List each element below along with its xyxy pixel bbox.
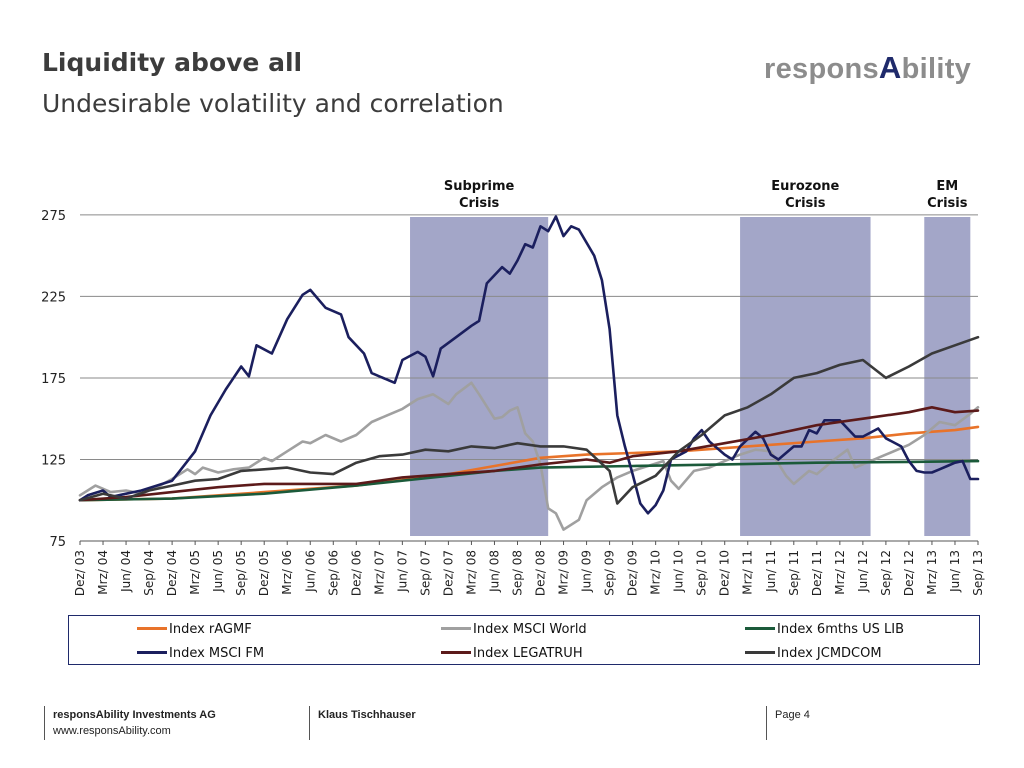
legend-swatch bbox=[137, 651, 167, 654]
footer-url[interactable]: www.responsAbility.com bbox=[53, 725, 171, 737]
footer-divider-middle bbox=[309, 706, 310, 740]
legend-label: Index rAGMF bbox=[169, 622, 252, 637]
x-tick-label: Sep/ 13 bbox=[971, 550, 985, 596]
x-tick-label: Sep/ 07 bbox=[418, 550, 432, 596]
series-line-index-6mths-us-lib bbox=[78, 459, 980, 502]
crisis-label-1-line2: Crisis bbox=[459, 196, 500, 211]
x-tick-label: Dez/ 11 bbox=[810, 550, 824, 596]
footer-divider-left bbox=[44, 706, 45, 740]
y-tick-label-75: 75 bbox=[49, 535, 66, 550]
legend-label: Index MSCI FM bbox=[169, 646, 265, 661]
crisis-label-1-line1: Subprime bbox=[444, 179, 515, 194]
x-tick-label: Mrz/ 09 bbox=[557, 550, 571, 595]
slide-title: Liquidity above all bbox=[42, 48, 303, 77]
x-tick-label: Dez/ 06 bbox=[349, 550, 363, 596]
y-tick-label-275: 275 bbox=[41, 209, 66, 224]
x-tick-label: Jun/ 10 bbox=[672, 550, 686, 593]
x-tick-label: Mrz/ 13 bbox=[925, 550, 939, 595]
x-tick-label: Jun/ 11 bbox=[764, 550, 778, 593]
legend-item: Index 6mths US LIB bbox=[745, 622, 904, 638]
x-tick-label: Dez/ 03 bbox=[73, 550, 87, 596]
x-tick-label: Dez/ 08 bbox=[534, 550, 548, 596]
legend-label: Index JCMDCOM bbox=[777, 646, 882, 661]
x-tick-label: Mrz/ 06 bbox=[280, 550, 294, 595]
logo-prefix: respons bbox=[764, 53, 879, 85]
x-tick-label: Dez/ 09 bbox=[626, 550, 640, 596]
crisis-label-2-line2: Crisis bbox=[785, 196, 826, 211]
x-tick-label: Jun/ 12 bbox=[856, 550, 870, 593]
x-tick-label: Mrz/ 04 bbox=[96, 550, 110, 595]
x-tick-label: Jun/ 09 bbox=[580, 550, 594, 593]
series-line-index-jcmdcom bbox=[78, 335, 980, 505]
legend-swatch bbox=[441, 651, 471, 654]
y-tick-label-175: 175 bbox=[41, 372, 66, 387]
line-chart: Subprime Crisis Eurozone Crisis EM Crisis 75 12… bbox=[41, 179, 985, 596]
x-tick-label: Sep/ 09 bbox=[603, 550, 617, 596]
legend-swatch bbox=[745, 651, 775, 654]
legend-label: Index LEGATRUH bbox=[473, 646, 583, 661]
series-line-index-msci-fm bbox=[78, 215, 980, 515]
crisis-label-3-line1: EM bbox=[936, 179, 958, 194]
x-tick-label: Jun/ 04 bbox=[119, 550, 133, 593]
footer-divider-right bbox=[766, 706, 767, 740]
slide-subtitle: Undesirable volatility and correlation bbox=[42, 89, 504, 118]
x-tick-label: Dez/ 12 bbox=[902, 550, 916, 596]
x-tick-label: Dez/ 04 bbox=[165, 550, 179, 596]
legend-item: Index JCMDCOM bbox=[745, 646, 882, 662]
legend-item: Index MSCI FM bbox=[137, 646, 264, 662]
x-tick-label: Jun/ 05 bbox=[211, 550, 225, 593]
x-tick-label: Sep/ 04 bbox=[142, 550, 156, 596]
x-tick-label: Jun/ 07 bbox=[395, 550, 409, 593]
legend-swatch bbox=[137, 627, 167, 630]
series-line-index-msci-world bbox=[78, 381, 980, 531]
legend-label: Index MSCI World bbox=[473, 622, 587, 637]
x-tick-label: Mrz/ 05 bbox=[188, 550, 202, 595]
legend-item: Index MSCI World bbox=[441, 622, 587, 638]
footer-page-number: Page 4 bbox=[775, 709, 810, 721]
crisis-band-1 bbox=[410, 217, 549, 536]
x-tick-label: Dez/ 05 bbox=[257, 550, 271, 596]
x-tick-label: Sep/ 11 bbox=[787, 550, 801, 596]
crisis-label-3-line2: Crisis bbox=[927, 196, 968, 211]
x-tick-label: Mrz/ 08 bbox=[464, 550, 478, 595]
chart-legend: Index rAGMF Index MSCI World Index 6mths U… bbox=[68, 615, 980, 665]
legend-item: Index LEGATRUH bbox=[441, 646, 583, 662]
x-tick-label: Sep/ 10 bbox=[695, 550, 709, 596]
x-tick-label: Dez/ 10 bbox=[718, 550, 732, 596]
x-tick-label: Sep/ 06 bbox=[326, 550, 340, 596]
legend-swatch bbox=[441, 627, 471, 630]
x-tick-label: Mrz/ 11 bbox=[741, 550, 755, 595]
legend-label: Index 6mths US LIB bbox=[777, 622, 904, 637]
x-tick-label: Mrz/ 10 bbox=[649, 550, 663, 595]
x-tick-label: Jun/ 13 bbox=[948, 550, 962, 593]
footer-company: responsAbility Investments AG bbox=[53, 709, 216, 721]
legend-swatch bbox=[745, 627, 775, 630]
x-tick-label: Mrz/ 07 bbox=[372, 550, 386, 595]
crisis-label-2-line1: Eurozone bbox=[771, 179, 839, 194]
x-tick-label: Dez/ 07 bbox=[441, 550, 455, 596]
crisis-band-3 bbox=[924, 217, 971, 536]
logo-accent: A bbox=[878, 50, 902, 85]
series-line-index-legatruh bbox=[78, 406, 980, 502]
x-tick-label: Jun/ 08 bbox=[487, 550, 501, 593]
y-tick-label-125: 125 bbox=[41, 453, 66, 468]
x-tick-label: Sep/ 08 bbox=[510, 550, 524, 596]
x-tick-label: Sep/ 12 bbox=[879, 550, 893, 596]
y-tick-label-225: 225 bbox=[41, 290, 66, 305]
legend-item: Index rAGMF bbox=[137, 622, 252, 638]
footer-author: Klaus Tischhauser bbox=[318, 709, 416, 721]
company-logo: responsAbility bbox=[764, 50, 971, 86]
x-tick-label: Sep/ 05 bbox=[234, 550, 248, 596]
logo-suffix: bility bbox=[901, 53, 972, 85]
x-tick-label: Jun/ 06 bbox=[303, 550, 317, 593]
x-tick-label: Mrz/ 12 bbox=[833, 550, 847, 595]
